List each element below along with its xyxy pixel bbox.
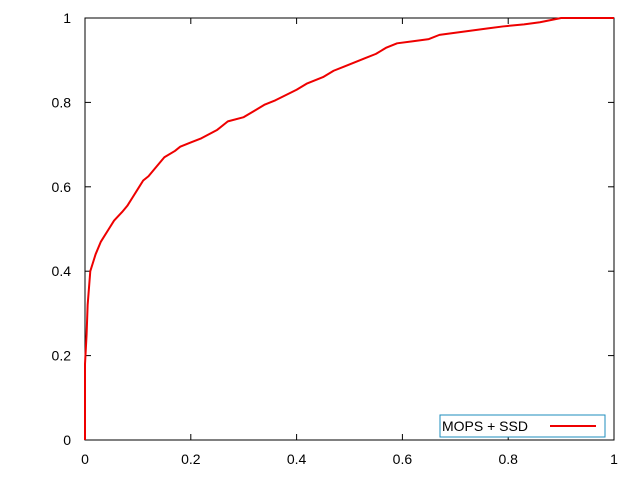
y-tick-label: 0.8	[52, 94, 72, 110]
legend: MOPS + SSD	[439, 414, 606, 438]
y-tick-label: 0.6	[52, 179, 72, 195]
y-tick-label: 0	[63, 432, 71, 448]
axes-layer: 0 0.2 0.4 0.6 0.8 1 0 0.2 0.4 0.6 0.8 1	[52, 10, 619, 467]
plot-frame	[84, 17, 615, 441]
y-tick-label: 1	[63, 10, 71, 26]
legend-label: MOPS + SSD	[442, 418, 528, 434]
x-tick-label: 0.8	[498, 451, 518, 467]
y-tick-label: 0.4	[52, 263, 72, 279]
x-tick-label: 0.4	[287, 451, 307, 467]
x-tick-label: 1	[610, 451, 618, 467]
x-tick-label: 0.6	[393, 451, 413, 467]
x-tick-label: 0	[81, 451, 89, 467]
legend-box	[439, 414, 606, 438]
y-tick-label: 0.2	[52, 348, 72, 364]
x-tick-label: 0.2	[181, 451, 201, 467]
series-line-0	[84, 17, 614, 440]
series-layer	[84, 17, 614, 440]
